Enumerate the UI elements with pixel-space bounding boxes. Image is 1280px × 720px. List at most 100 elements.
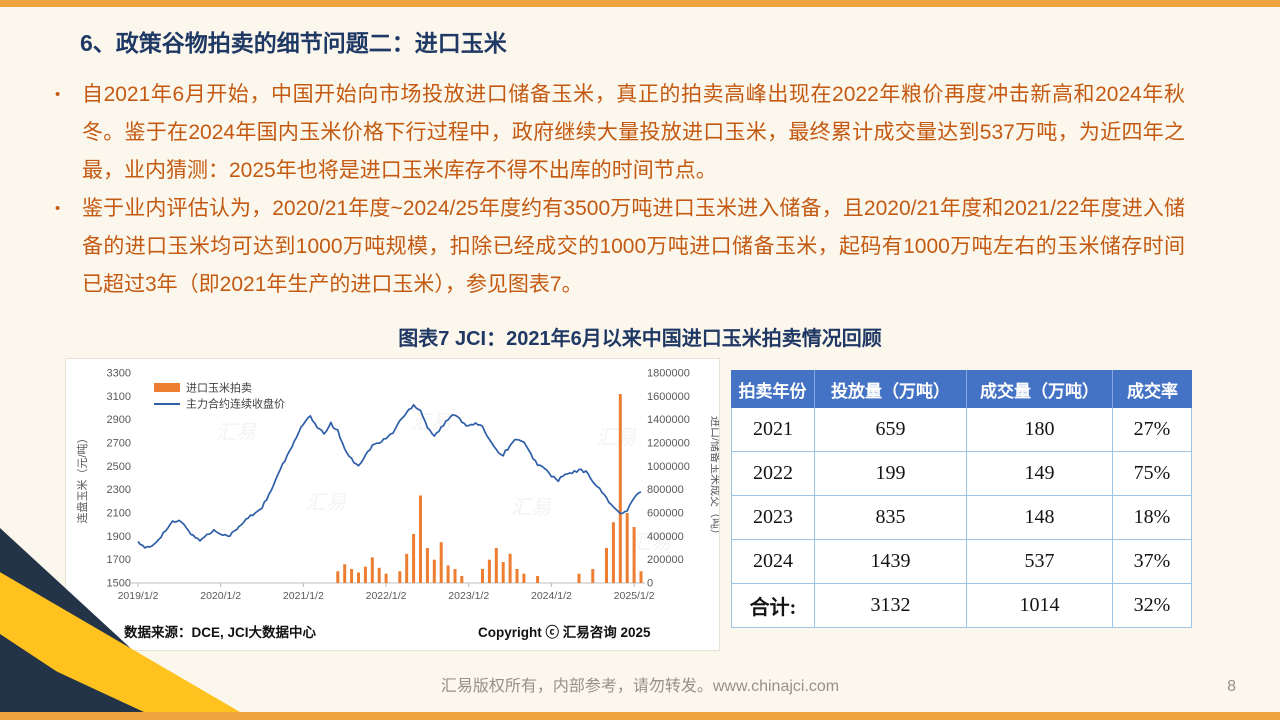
table-cell: 148 [966,496,1112,540]
right-axis-tick-label: 600000 [647,508,684,520]
x-axis-tick-label: 2025/1/2 [614,590,655,602]
x-axis-tick-label: 2019/1/2 [118,590,159,602]
table-cell: 659 [814,408,966,452]
table-cell: 149 [966,452,1112,496]
page-number: 8 [1227,678,1236,695]
figure-title: 图表7 JCI：2021年6月以来中国进口玉米拍卖情况回顾 [398,328,882,350]
left-axis-tick-label: 2500 [107,461,131,473]
left-axis-tick-label: 2300 [107,484,131,496]
auction-volume-bar [419,495,422,583]
auction-volume-bar [515,569,519,583]
watermark: 汇易 [511,497,552,519]
table-cell: 180 [966,408,1112,452]
right-axis-title: 进口/储备玉米成交（吨） [709,416,719,540]
auction-volume-bar [611,522,615,583]
left-axis-title: 连盘玉米（元/吨） [75,432,89,523]
bottom-accent-bar [0,712,1280,720]
auction-volume-bar [618,394,622,583]
auction-volume-bar [591,569,595,583]
auction-volume-bar [446,565,450,583]
auction-volume-bar [405,553,409,583]
auction-volume-bar [536,576,540,583]
auction-volume-bar [370,557,374,583]
table-header-cell: 成交率 [1112,370,1192,408]
auction-volume-bar [639,571,643,583]
watermark: 汇易 [596,427,637,449]
right-axis-tick-label: 1800000 [647,368,690,380]
left-axis-tick-label: 1500 [107,578,131,590]
auction-volume-bar [432,559,436,583]
auction-table: 拍卖年份 投放量（万吨） 成交量（万吨） 成交率 2021 659 180 27% 2022 19… [731,370,1192,628]
x-axis-tick-label: 2024/1/2 [531,590,572,602]
auction-volume-bar [336,571,340,583]
legend-line-label: 主力合约连续收盘价 [186,397,285,411]
footer-text: 汇易版权所有，内部参考，请勿转发。www.chinajci.com [440,678,840,695]
left-axis-tick-label: 1700 [107,554,131,566]
table-cell: 37% [1112,540,1192,584]
table-cell: 1014 [966,584,1112,628]
auction-volume-bar [494,548,498,583]
right-axis-tick-label: 1600000 [647,391,690,403]
chart-copyright: Copyright ⓒ 汇易咨询 2025 [478,625,651,640]
auction-volume-bar [625,513,629,583]
table-cell: 3132 [814,584,966,628]
right-axis-tick-label: 1200000 [647,438,690,450]
table-cell: 2023 [731,496,814,540]
bullet-list: • 自2021年6月开始，中国开始向市场投放进口储备玉米，真正的拍卖高峰出现在2… [55,76,1185,304]
table-cell: 537 [966,540,1112,584]
bullet-item: • 鉴于业内评估认为，2020/21年度~2024/25年度约有3500万吨进口… [55,190,1185,304]
x-axis-tick-label: 2020/1/2 [200,590,241,602]
auction-volume-bar [363,566,367,583]
auction-volume-bar [453,569,457,583]
table-cell: 2024 [731,540,814,584]
auction-volume-bar [343,564,347,583]
table-header-cell: 拍卖年份 [731,370,814,408]
auction-volume-bar [350,569,354,583]
left-axis-tick-label: 2900 [107,414,131,426]
watermark: 汇易 [306,492,347,514]
right-axis-tick-label: 0 [647,578,653,590]
auction-volume-bar [508,553,512,583]
right-axis-tick-label: 200000 [647,554,684,566]
bullet-text: 自2021年6月开始，中国开始向市场投放进口储备玉米，真正的拍卖高峰出现在202… [82,83,1185,182]
table-cell: 835 [814,496,966,540]
left-axis-tick-label: 3100 [107,391,131,403]
x-axis-tick-label: 2021/1/2 [283,590,324,602]
auction-volume-bar [632,527,636,583]
auction-volume-bar [384,573,388,583]
auction-volume-bar [487,559,491,583]
watermark: 汇易 [631,532,672,554]
table-cell: 18% [1112,496,1192,540]
right-axis-tick-label: 400000 [647,531,684,543]
left-axis-tick-label: 2700 [107,438,131,450]
table-header-cell: 投放量（万吨） [814,370,966,408]
table-header-cell: 成交量（万吨） [966,370,1112,408]
price-line [137,403,642,549]
bullet-marker: • [55,200,61,217]
right-axis-tick-label: 1000000 [647,461,690,473]
auction-volume-bar [481,569,484,583]
bullet-marker: • [55,86,61,103]
chart-panel: 汇易 汇易 汇易 汇易 汇易 汇易 1500 1700 1900 2100 2300 2500 2700… [65,358,720,651]
x-axis-tick-label: 2022/1/2 [366,590,407,602]
slide-title: 6、政策谷物拍卖的细节问题二：进口玉米 [80,30,507,56]
top-accent-bar [0,0,1280,7]
auction-volume-bar [501,562,505,583]
auction-volume-bar [460,576,464,583]
auction-volume-bar [377,567,381,583]
right-axis-tick-label: 800000 [647,484,684,496]
table-cell: 1439 [814,540,966,584]
legend-bar-label: 进口玉米拍卖 [186,381,252,395]
auction-volume-bar [412,534,416,583]
table-cell: 75% [1112,452,1192,496]
table-cell: 2021 [731,408,814,452]
legend-bar-swatch [154,383,180,392]
left-axis-tick-label: 2100 [107,508,131,520]
watermark: 汇易 [411,412,452,434]
auction-volume-bar [577,573,581,583]
auction-volume-bar [357,572,360,583]
table-cell: 199 [814,452,966,496]
table-cell: 2022 [731,452,814,496]
